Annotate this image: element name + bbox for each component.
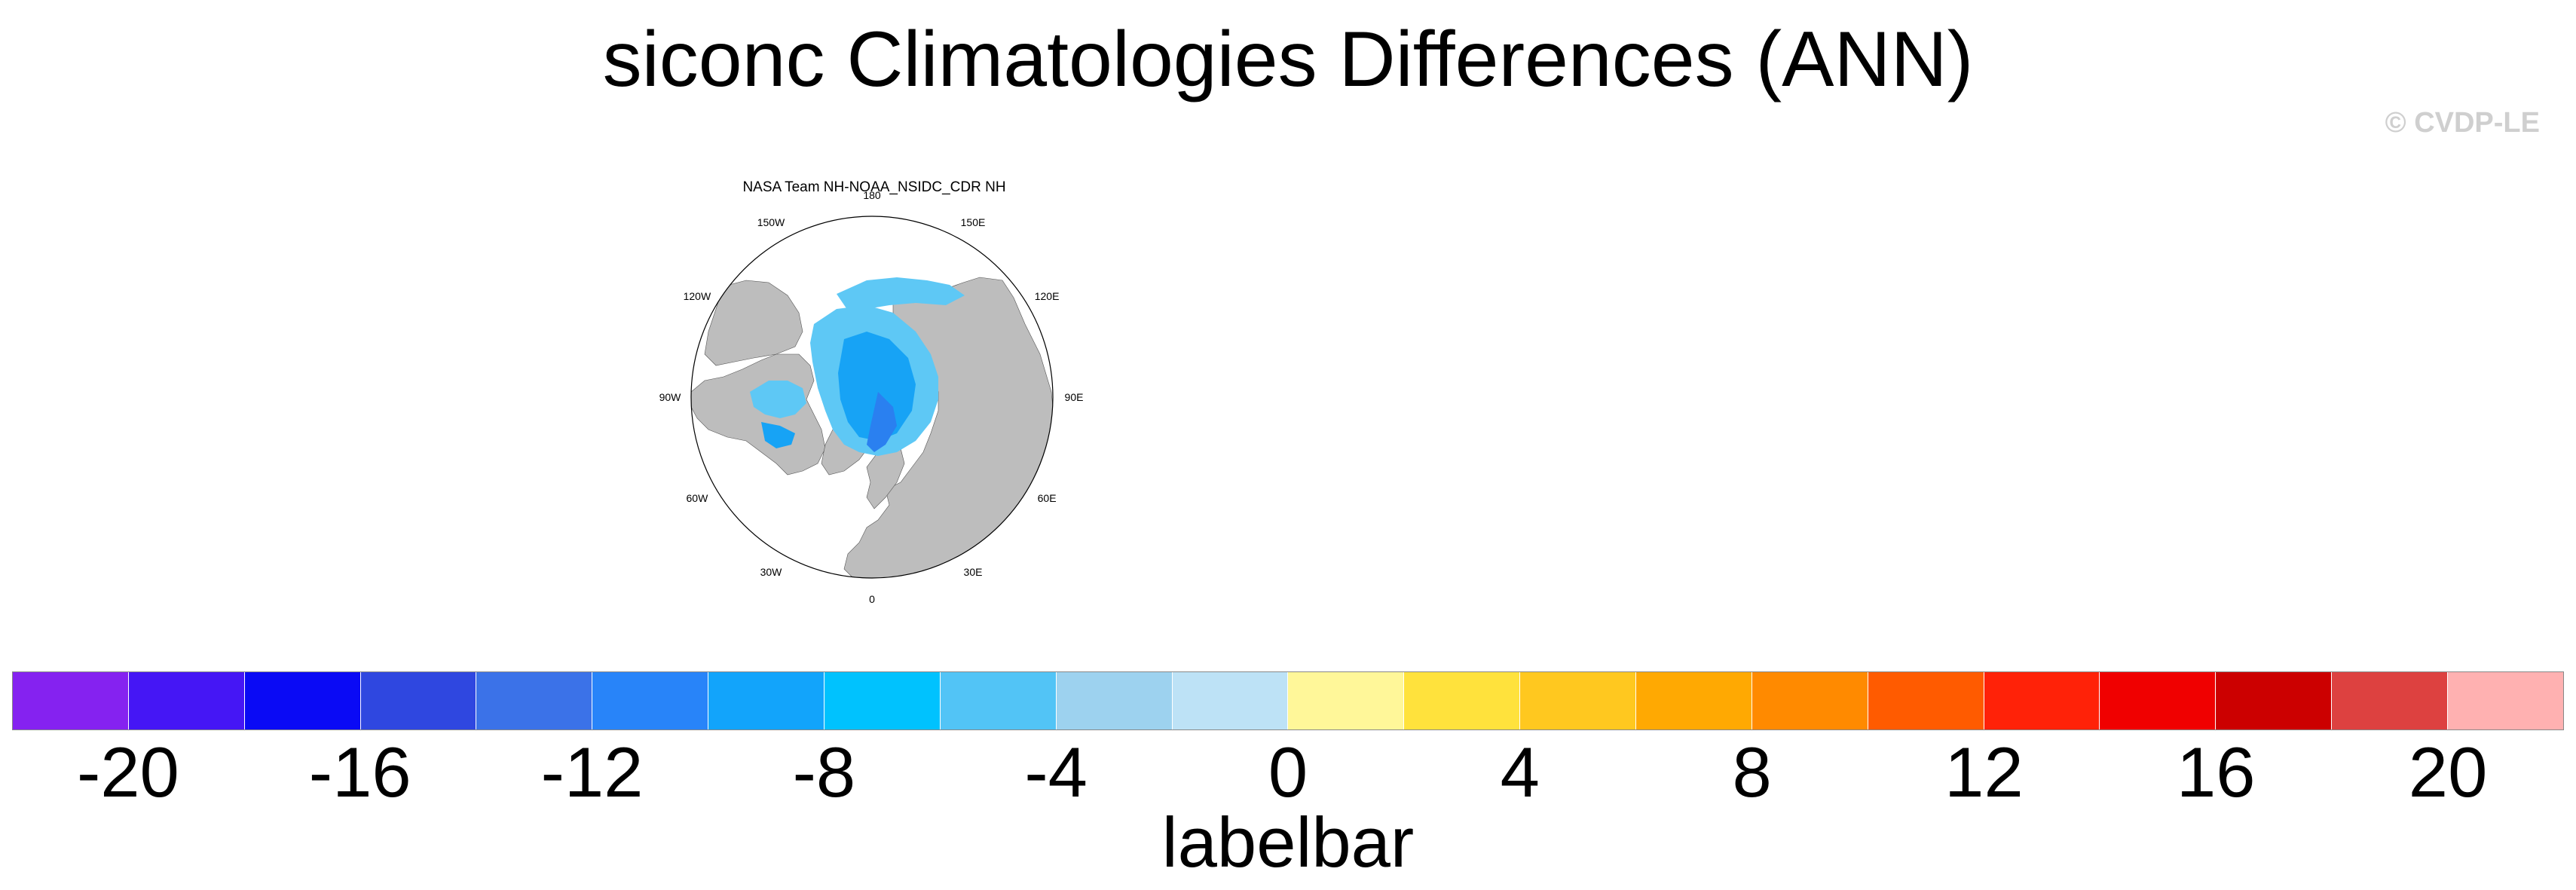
figure-title: siconc Climatologies Differences (ANN) [602, 16, 1974, 103]
longitude-label: 30E [964, 566, 983, 578]
labelbar-box [2216, 672, 2333, 729]
ice-difference-core [838, 332, 916, 441]
labelbar-tick-label: 16 [2176, 732, 2256, 812]
labelbar-box [13, 672, 129, 729]
labelbar-box [360, 672, 477, 729]
labelbar-tick-label: 4 [1500, 732, 1540, 812]
panel-title: NASA Team NH-NOAA_NSIDC_CDR NH [742, 179, 1006, 195]
labelbar-tick-label: 12 [1944, 732, 2024, 812]
longitude-label: 60W [687, 492, 709, 504]
baffin-ice-patch [761, 422, 795, 448]
longitude-label: 60E [1038, 492, 1057, 504]
alaska-landmass [704, 280, 803, 366]
labelbar-box [1172, 672, 1289, 729]
labelbar [12, 671, 2564, 730]
labelbar-box [1404, 672, 1521, 729]
longitude-label: 30W [760, 566, 783, 578]
longitude-labels: 180 150E 120E 90E 60E 30E 0 30W 60W 90W 120W 150W [659, 189, 1084, 605]
labelbar-box [2448, 672, 2563, 729]
labelbar-box [1751, 672, 1868, 729]
longitude-label: 90W [659, 391, 682, 403]
labelbar-box [1868, 672, 1984, 729]
labelbar-tick-label: 20 [2408, 732, 2488, 812]
labelbar-tick-label: -12 [540, 732, 644, 812]
labelbar-tick-label: 0 [1268, 732, 1308, 812]
archipelago-ice-patch [750, 381, 806, 418]
longitude-label: 150E [961, 216, 986, 228]
labelbar-box [825, 672, 941, 729]
labelbar-tick-label: -20 [76, 732, 179, 812]
labelbar-box [592, 672, 709, 729]
longitude-label: 120W [684, 290, 711, 302]
labelbar-box [2100, 672, 2217, 729]
ice-difference-strong [867, 392, 897, 452]
labelbar-tick-label: 8 [1732, 732, 1772, 812]
longitude-label: 120E [1035, 290, 1060, 302]
credit-watermark: © CVDP-LE [2385, 107, 2540, 139]
labelbar-box [1636, 672, 1752, 729]
labelbar-box [1520, 672, 1637, 729]
labelbar-tick-label: -4 [1024, 732, 1088, 812]
longitude-label: 150W [757, 216, 785, 228]
longitude-label: 180 [863, 189, 881, 201]
labelbar-box [1984, 672, 2100, 729]
labelbar-box [708, 672, 825, 729]
labelbar-box [244, 672, 361, 729]
labelbar-caption: labelbar [1161, 803, 1415, 882]
labelbar-box [940, 672, 1057, 729]
bering-ice-patch [837, 277, 965, 310]
longitude-label: 90E [1065, 391, 1084, 403]
labelbar-box [476, 672, 593, 729]
labelbar-box [1288, 672, 1405, 729]
labelbar-tick-label: -8 [792, 732, 856, 812]
longitude-label: 0 [869, 593, 875, 605]
labelbar-tick-label: -16 [308, 732, 411, 812]
labelbar-box [2332, 672, 2449, 729]
labelbar-box [1056, 672, 1173, 729]
labelbar-box [128, 672, 245, 729]
map-boundary [690, 216, 1054, 579]
